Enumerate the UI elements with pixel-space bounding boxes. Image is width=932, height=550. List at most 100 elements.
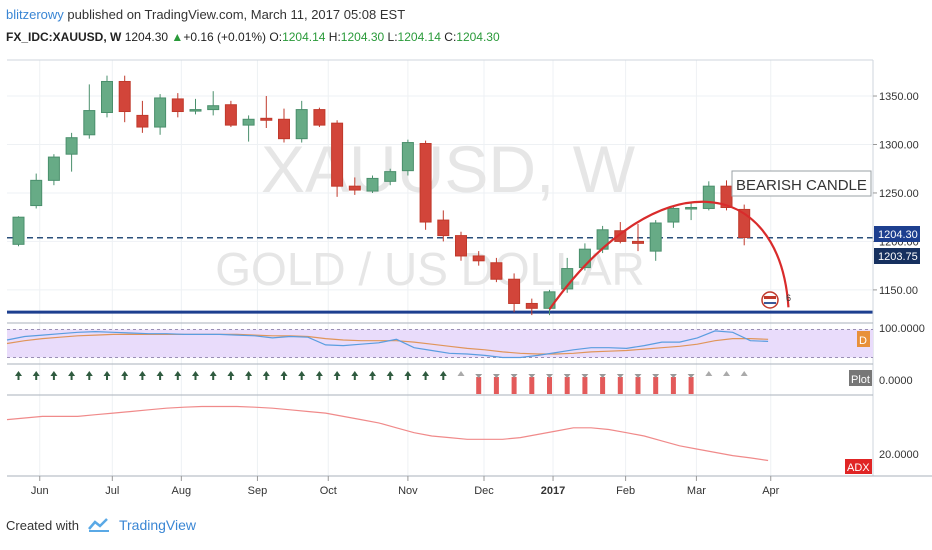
down-arrow-icon (652, 374, 660, 378)
candle[interactable] (490, 257, 503, 283)
histogram-bar (600, 377, 606, 394)
candle-body (207, 105, 220, 111)
adx-tag-bg (845, 459, 872, 474)
candle-body (366, 177, 379, 192)
candle[interactable] (685, 202, 698, 221)
up-arrow-stem (212, 376, 215, 380)
candle[interactable] (702, 181, 715, 211)
candle[interactable] (437, 210, 450, 242)
time-axis[interactable]: Jun Jul Aug Sep Oct Nov Dec 2017 Feb Mar Apr (31, 476, 780, 497)
candle[interactable] (118, 75, 131, 123)
candle-body (649, 222, 662, 252)
up-arrow-icon (422, 371, 430, 376)
candle[interactable] (12, 216, 25, 247)
y-tick-label: 1250.00 (879, 188, 919, 200)
candle[interactable] (101, 75, 113, 118)
event-count: 6 (786, 293, 791, 303)
neutral-arrow-icon (723, 371, 730, 376)
up-arrow-stem (406, 376, 409, 380)
candle[interactable] (366, 175, 379, 193)
candles (12, 75, 751, 316)
histogram-bar (529, 377, 535, 394)
publish-line: blitzerowy published on TradingView.com,… (6, 6, 926, 24)
up-arrow-stem (424, 376, 427, 380)
close-label: C: (444, 30, 457, 44)
adx-value-label: 20.0000 (879, 449, 919, 461)
histogram-bar (688, 377, 694, 394)
candle[interactable] (136, 100, 149, 133)
candle[interactable] (525, 298, 538, 316)
candle[interactable] (65, 132, 78, 172)
candle[interactable] (224, 100, 237, 128)
candle[interactable] (30, 173, 43, 209)
candle-body (101, 80, 113, 113)
candle[interactable] (83, 84, 96, 139)
plot-value-label: 0.0000 (879, 375, 913, 387)
up-arrow-stem (247, 376, 250, 380)
up-arrow-stem (106, 376, 108, 380)
candle-body (47, 156, 60, 181)
candle[interactable] (171, 93, 184, 118)
candle[interactable] (738, 204, 751, 246)
candle[interactable] (401, 139, 414, 176)
up-arrow-stem (283, 376, 285, 380)
up-arrow-icon (156, 371, 164, 376)
histogram-pane (15, 371, 748, 394)
candle-body (543, 291, 556, 309)
candle[interactable] (154, 94, 167, 135)
histogram-bar (635, 377, 641, 394)
candle[interactable] (242, 115, 255, 142)
candle[interactable] (508, 273, 521, 313)
up-arrow-icon (50, 371, 58, 376)
candle[interactable] (260, 96, 273, 129)
chart-header: blitzerowy published on TradingView.com,… (6, 6, 926, 50)
histogram-bar (476, 377, 482, 394)
candle[interactable] (384, 168, 397, 186)
candle[interactable] (189, 98, 202, 115)
us-flag-icon: 6 (761, 291, 791, 309)
up-arrow-stem (371, 376, 374, 380)
last-price-tag-text: 1204.30 (878, 229, 918, 241)
candle-body (384, 171, 397, 182)
annotation-box[interactable]: BEARISH CANDLE (731, 170, 872, 197)
tradingview-brand-link[interactable]: TradingView (118, 517, 197, 533)
candle-body (136, 114, 149, 128)
up-arrow-icon (333, 371, 341, 376)
candle[interactable] (419, 140, 432, 230)
up-arrow-stem (229, 376, 232, 380)
candle[interactable] (331, 120, 344, 197)
candle[interactable] (649, 220, 662, 261)
rsi-scale: 100.0000 D (857, 323, 925, 347)
candle-body (437, 219, 450, 237)
candle[interactable] (313, 107, 326, 128)
author-link[interactable]: blitzerowy (6, 7, 64, 22)
up-arrow-stem (194, 376, 197, 380)
arc-curve[interactable] (548, 200, 790, 310)
y-tick-label: 1300.00 (879, 139, 919, 151)
up-arrow-stem (88, 376, 91, 380)
arc-drawing[interactable] (548, 200, 790, 310)
candle-body (738, 208, 751, 239)
neutral-arrow-icon (705, 371, 713, 376)
rsi-value-label: 100.0000 (879, 323, 925, 335)
candle[interactable] (348, 177, 361, 195)
candle[interactable] (295, 100, 308, 143)
rsi-tag: D (859, 335, 867, 347)
candle-body (614, 230, 627, 242)
neutral-arrow-icon (457, 371, 465, 376)
candle[interactable] (632, 223, 644, 252)
candle[interactable] (207, 91, 220, 116)
candle[interactable] (278, 108, 290, 143)
candle[interactable] (455, 231, 467, 261)
up-arrow-icon (245, 371, 253, 376)
rsi-pane (6, 329, 873, 359)
created-with-label: Created with (6, 517, 79, 533)
candle-body (472, 255, 485, 262)
candle[interactable] (667, 206, 680, 228)
candle[interactable] (47, 154, 60, 186)
x-tick-label: 2017 (541, 485, 565, 497)
candle[interactable] (472, 251, 485, 266)
down-arrow-icon (492, 374, 500, 378)
